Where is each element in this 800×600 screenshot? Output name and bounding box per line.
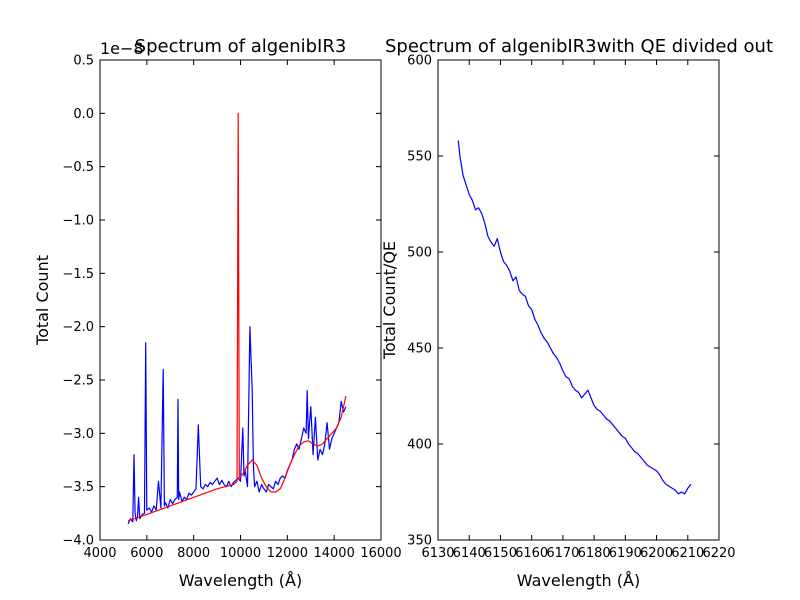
- left-x-tick-label: 6000: [130, 546, 163, 561]
- left-y-tick-label: −4.0: [62, 534, 94, 549]
- right-y-tick-label: 600: [407, 54, 432, 69]
- left-y-tick-label: −2.5: [62, 374, 94, 389]
- right-plot-frame: [437, 59, 720, 541]
- left-chart-panel: 4000 6000 8000 10000 12000 14000 16000 −4.0 −3.…: [33, 36, 402, 590]
- right-y-axis-ticks: 350 400 450 500 550 600: [407, 54, 719, 549]
- right-x-tick-label: 6160: [515, 546, 548, 561]
- right-y-tick-label: 500: [407, 246, 432, 261]
- left-x-tick-label: 8000: [177, 546, 210, 561]
- right-y-tick-label: 450: [407, 342, 432, 357]
- left-y-axis-label: Total Count: [33, 255, 52, 346]
- left-y-tick-label: 0.0: [73, 107, 94, 122]
- left-y-offset-text: 1e−8: [100, 39, 144, 58]
- right-x-tick-label: 6140: [453, 546, 486, 561]
- right-x-axis-label: Wavelength (Å): [517, 571, 640, 590]
- right-x-tick-label: 6200: [640, 546, 673, 561]
- right-x-tick-label: 6170: [546, 546, 579, 561]
- right-x-tick-label: 6190: [609, 546, 642, 561]
- left-y-tick-label: −1.0: [62, 214, 94, 229]
- right-x-tick-label: 6180: [578, 546, 611, 561]
- right-x-tick-label: 6220: [702, 546, 735, 561]
- left-x-tick-label: 14000: [313, 546, 354, 561]
- left-chart-title: Spectrum of algenibIR3: [135, 36, 347, 57]
- left-plot-data: [127, 112, 347, 525]
- right-x-tick-label: 6130: [421, 546, 454, 561]
- right-y-tick-label: 350: [407, 534, 432, 549]
- right-y-tick-label: 400: [407, 438, 432, 453]
- left-x-axis-ticks: 4000 6000 8000 10000 12000 14000 16000: [83, 60, 402, 561]
- right-series-line-0: [457, 140, 692, 495]
- left-y-tick-label: −1.5: [62, 267, 94, 282]
- right-plot-data: [457, 140, 692, 495]
- left-y-tick-label: −0.5: [62, 160, 94, 175]
- left-y-axis-ticks: −4.0 −3.5 −3.0 −2.5 −2.0 −1.5 −1.0 −0.5 0.0 0.5: [62, 54, 381, 549]
- left-y-tick-label: −3.0: [62, 427, 94, 442]
- right-x-tick-label: 6210: [671, 546, 704, 561]
- right-y-axis-label: Total Count/QE: [380, 241, 399, 360]
- left-x-tick-label: 10000: [220, 546, 261, 561]
- left-y-tick-label: 0.5: [73, 54, 94, 69]
- right-x-tick-label: 6150: [484, 546, 517, 561]
- left-x-axis-label: Wavelength (Å): [179, 571, 302, 590]
- right-chart-panel: 6130614061506160617061806190620062106220…: [380, 36, 773, 590]
- left-x-tick-label: 12000: [267, 546, 308, 561]
- left-y-tick-label: −3.5: [62, 480, 94, 495]
- left-x-tick-label: 4000: [83, 546, 116, 561]
- right-chart-title: Spectrum of algenibIR3with QE divided ou…: [385, 36, 773, 57]
- left-series-line-1: [127, 112, 347, 522]
- left-y-tick-label: −2.0: [62, 320, 94, 335]
- right-y-tick-label: 550: [407, 150, 432, 165]
- left-x-tick-label: 16000: [360, 546, 401, 561]
